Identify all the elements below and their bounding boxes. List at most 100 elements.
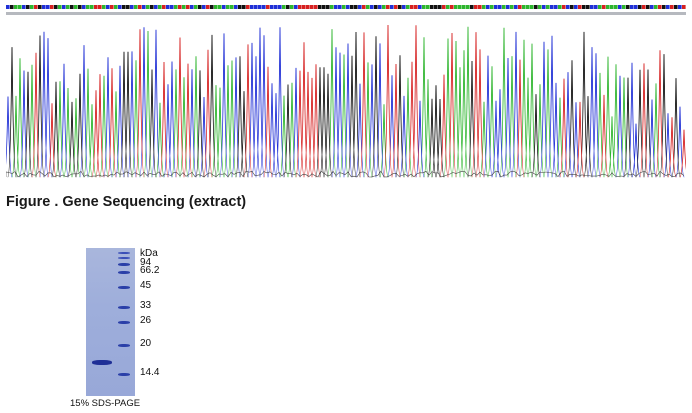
base-color-tick [242,5,246,9]
marker-label-26: 26 [140,315,152,326]
base-color-tick [94,5,98,9]
base-color-tick [190,5,194,9]
base-color-tick [154,5,158,9]
base-color-tick [462,5,466,9]
base-color-tick [658,5,662,9]
trace-C [6,27,685,178]
base-color-tick [162,5,166,9]
base-color-tick [434,5,438,9]
base-color-tick [134,5,138,9]
base-color-tick [246,5,250,9]
base-color-tick [342,5,346,9]
base-color-tick [622,5,626,9]
base-color-tick [510,5,514,9]
base-color-tick [482,5,486,9]
base-color-tick [74,5,78,9]
base-color-tick [546,5,550,9]
gel-unit-label: kDa [140,248,158,259]
base-color-tick [478,5,482,9]
base-color-tick [410,5,414,9]
base-color-tick [402,5,406,9]
marker-band [118,344,130,347]
base-color-tick [70,5,74,9]
base-color-tick [294,5,298,9]
marker-band [118,306,130,309]
base-color-tick [494,5,498,9]
base-color-tick [86,5,90,9]
base-color-tick [206,5,210,9]
base-color-tick [590,5,594,9]
base-color-tick [398,5,402,9]
base-color-tick [230,5,234,9]
base-color-tick [50,5,54,9]
base-color-tick [390,5,394,9]
base-color-tick [558,5,562,9]
base-color-tick [630,5,634,9]
base-color-tick [662,5,666,9]
base-color-tick [250,5,254,9]
base-color-tick [290,5,294,9]
base-color-tick [406,5,410,9]
base-color-tick [234,5,238,9]
base-color-tick [270,5,274,9]
base-color-tick [182,5,186,9]
sds-page-gel [86,248,135,396]
base-color-tick [430,5,434,9]
base-color-tick [566,5,570,9]
marker-band [118,257,130,259]
base-color-tick [194,5,198,9]
base-color-tick [38,5,42,9]
marker-label-14: 14.4 [140,367,160,378]
base-color-tick [358,5,362,9]
base-color-tick [526,5,530,9]
base-color-tick [30,5,34,9]
base-color-tick [362,5,366,9]
base-color-tick [82,5,86,9]
base-color-tick [602,5,606,9]
base-color-tick [538,5,542,9]
base-color-tick [54,5,58,9]
base-color-tick [178,5,182,9]
base-color-tick [674,5,678,9]
base-color-tick [170,5,174,9]
base-color-tick [34,5,38,9]
base-color-tick [326,5,330,9]
base-color-tick [90,5,94,9]
base-color-tick [670,5,674,9]
base-color-tick [446,5,450,9]
base-color-tick [258,5,262,9]
base-color-tick [278,5,282,9]
base-color-tick [114,5,118,9]
marker-label-20: 20 [140,338,152,349]
base-color-tick [582,5,586,9]
base-color-tick [626,5,630,9]
base-color-tick [574,5,578,9]
marker-band [118,286,130,289]
base-color-tick [490,5,494,9]
marker-band [118,263,130,266]
base-color-tick [534,5,538,9]
base-color-tick [530,5,534,9]
base-color-tick [394,5,398,9]
base-color-tick [42,5,46,9]
baseline-noise [6,170,685,178]
marker-band [118,252,130,254]
base-color-tick [138,5,142,9]
base-color-tick [422,5,426,9]
base-color-tick [386,5,390,9]
base-color-tick [618,5,622,9]
marker-label-45: 45 [140,280,152,291]
base-color-tick [522,5,526,9]
base-color-tick [318,5,322,9]
sequencing-chromatogram [6,5,686,178]
base-color-tick [614,5,618,9]
base-color-tick [334,5,338,9]
base-color-tick [282,5,286,9]
base-color-tick [594,5,598,9]
base-color-tick [678,5,682,9]
gel-caption: 15% SDS-PAGE [70,398,141,409]
base-color-tick [302,5,306,9]
base-color-tick [562,5,566,9]
base-color-tick [586,5,590,9]
base-color-tick [458,5,462,9]
